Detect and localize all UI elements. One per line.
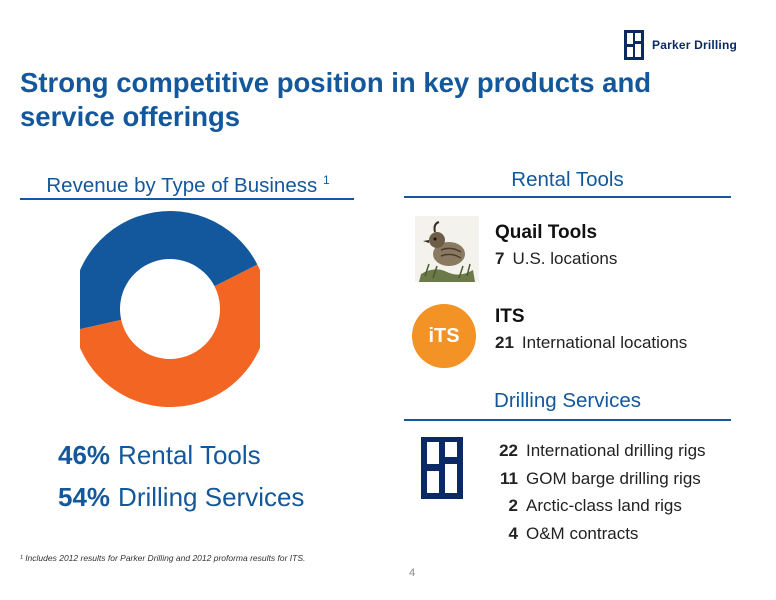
quail-desc: U.S. locations	[512, 249, 618, 268]
drill-count: 2	[508, 496, 518, 515]
rental-heading: Rental Tools	[511, 168, 624, 191]
page-number: 4	[409, 567, 416, 579]
footnote: ¹ Includes 2012 results for Parker Drill…	[20, 553, 306, 563]
its-count: 21	[495, 333, 514, 352]
quail-tools-locations: 7 U.S. locations	[495, 249, 617, 269]
donut-slice-rental-tools	[80, 211, 258, 330]
list-item: 11 GOM barge drilling rigs	[488, 465, 706, 493]
its-desc: International locations	[521, 333, 688, 352]
drill-desc: O&M contracts	[526, 523, 639, 543]
company-logo: Parker Drilling	[622, 30, 737, 60]
footnote-marker: 1	[322, 173, 330, 187]
list-item: 4 O&M contracts	[488, 520, 706, 548]
drilling-heading-rule	[404, 419, 731, 421]
legend-drilling-pct: 54%	[58, 482, 111, 512]
list-item: 22 International drilling rigs	[488, 437, 706, 465]
page-title: Strong competitive position in key produ…	[20, 67, 652, 132]
parker-logo-icon	[624, 30, 644, 60]
legend-rental-label: Rental Tools	[118, 440, 261, 470]
quail-count: 7	[495, 249, 505, 268]
drill-desc: GOM barge drilling rigs	[526, 468, 701, 488]
drilling-heading: Drilling Services	[494, 389, 641, 412]
list-item: 2 Arctic-class land rigs	[488, 492, 706, 520]
revenue-heading: Revenue by Type of Business 1	[20, 168, 356, 198]
legend-rental: 46% Rental Tools	[58, 440, 261, 470]
drill-count: 4	[508, 523, 518, 543]
parker-rig-icon	[421, 437, 463, 499]
drill-count: 22	[499, 441, 518, 460]
drilling-list: 22 International drilling rigs 11 GOM ba…	[488, 437, 706, 548]
legend-drilling: 54% Drilling Services	[58, 482, 304, 512]
revenue-donut-chart	[80, 211, 260, 407]
drill-desc: International drilling rigs	[526, 441, 706, 460]
its-name: ITS	[495, 306, 525, 327]
legend-rental-pct: 46%	[58, 440, 111, 470]
its-logo-icon: iTS	[412, 304, 476, 368]
rental-heading-rule	[404, 196, 731, 198]
its-locations: 21 International locations	[495, 333, 687, 353]
drill-count: 11	[500, 468, 518, 488]
donut-slice-drilling-services	[80, 264, 260, 407]
revenue-heading-rule	[20, 198, 354, 200]
quail-tools-name: Quail Tools	[495, 222, 598, 243]
logo-text: Parker Drilling	[652, 38, 738, 52]
quail-bird-icon	[415, 216, 479, 282]
legend-drilling-label: Drilling Services	[118, 482, 305, 512]
revenue-heading-text: Revenue by Type of Business	[46, 173, 318, 197]
drill-desc: Arctic-class land rigs	[526, 496, 682, 515]
